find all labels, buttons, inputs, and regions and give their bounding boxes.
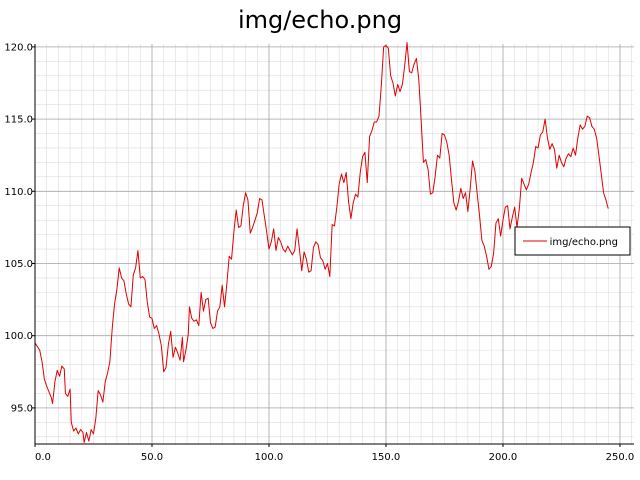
y-tick-label: 105.0 (4, 259, 33, 270)
x-tick-label: 50.0 (141, 452, 163, 463)
y-tick-label: 115.0 (4, 115, 33, 126)
y-tick-label: 100.0 (4, 331, 33, 342)
y-tick-label: 110.0 (4, 187, 33, 198)
legend: img/echo.png (514, 226, 631, 256)
x-tick-label: 0.0 (35, 452, 51, 463)
x-tick-label: 200.0 (489, 452, 518, 463)
series-layer (34, 42, 609, 444)
y-tick-label: 120.0 (4, 42, 33, 53)
series-line (34, 42, 609, 444)
x-tick-label: 250.0 (606, 452, 635, 463)
x-tick-label: 150.0 (372, 452, 401, 463)
y-tick-label: 95.0 (11, 403, 33, 414)
chart-title: img/echo.png (237, 6, 403, 34)
axes (34, 44, 634, 445)
legend-label: img/echo.png (550, 237, 618, 248)
x-tick-label: 100.0 (255, 452, 284, 463)
tick-labels: 0.0 50.0 100.0 150.0 200.0 250.0 95.0 100.0 105.… (4, 42, 634, 463)
